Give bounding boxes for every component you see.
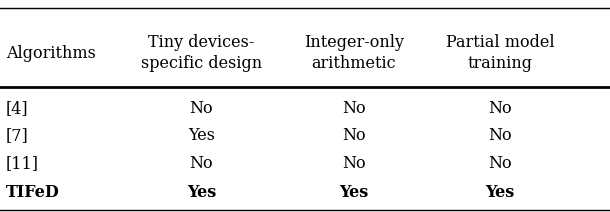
Text: Integer-only
arithmetic: Integer-only arithmetic xyxy=(304,34,404,72)
Text: Yes: Yes xyxy=(188,127,215,144)
Text: [4]: [4] xyxy=(6,100,29,117)
Text: Yes: Yes xyxy=(187,184,216,201)
Text: Algorithms: Algorithms xyxy=(6,45,96,61)
Text: Tiny devices-
specific design: Tiny devices- specific design xyxy=(141,34,262,72)
Text: No: No xyxy=(190,100,213,117)
Text: No: No xyxy=(489,155,512,172)
Text: Yes: Yes xyxy=(486,184,515,201)
Text: Yes: Yes xyxy=(339,184,368,201)
Text: No: No xyxy=(342,127,365,144)
Text: [11]: [11] xyxy=(6,155,39,172)
Text: No: No xyxy=(489,127,512,144)
Text: No: No xyxy=(489,100,512,117)
Text: TIFeD: TIFeD xyxy=(6,184,60,201)
Text: No: No xyxy=(342,155,365,172)
Text: Partial model
training: Partial model training xyxy=(446,34,554,72)
Text: No: No xyxy=(342,100,365,117)
Text: No: No xyxy=(190,155,213,172)
Text: [7]: [7] xyxy=(6,127,29,144)
